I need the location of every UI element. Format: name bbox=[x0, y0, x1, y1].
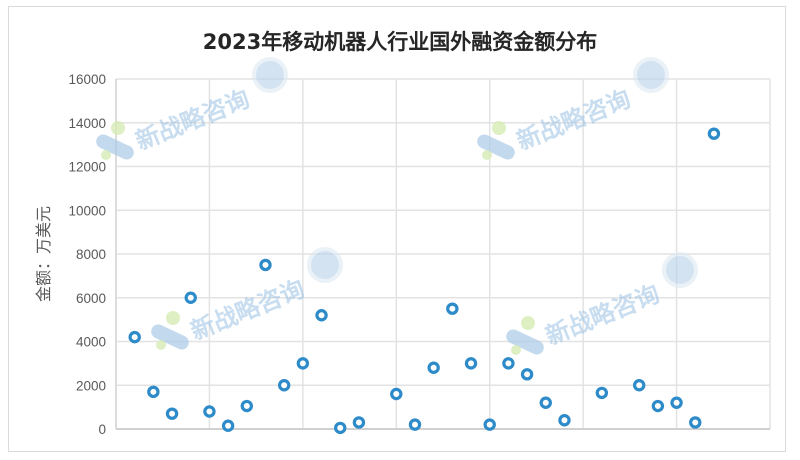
watermark-logo-icon bbox=[151, 324, 189, 350]
chart-title: 2023年移动机器人行业国外融资金额分布 bbox=[202, 30, 598, 54]
watermark-dot-icon bbox=[166, 311, 180, 325]
data-point bbox=[520, 368, 534, 381]
watermark-dot-icon bbox=[111, 121, 125, 135]
watermark-dot-icon bbox=[511, 345, 521, 355]
data-point bbox=[259, 258, 272, 272]
y-tick-label: 4000 bbox=[76, 335, 106, 350]
data-point bbox=[427, 361, 440, 374]
y-tick-label: 16000 bbox=[68, 72, 106, 87]
data-point bbox=[595, 386, 609, 400]
watermark-dot-icon bbox=[156, 340, 166, 350]
data-point bbox=[315, 309, 328, 322]
y-tick-label: 12000 bbox=[68, 160, 106, 175]
data-point bbox=[240, 399, 253, 413]
watermark-text: 新战略咨询 bbox=[187, 275, 309, 346]
watermark-logo-icon bbox=[477, 134, 515, 160]
data-point bbox=[203, 405, 216, 418]
y-tick-label: 6000 bbox=[76, 291, 106, 306]
watermark-text: 新战略咨询 bbox=[542, 280, 664, 351]
data-point bbox=[352, 416, 366, 429]
data-point bbox=[408, 418, 422, 431]
data-point bbox=[483, 418, 496, 431]
watermark-dot-icon bbox=[492, 121, 506, 135]
data-point bbox=[221, 419, 235, 432]
data-point bbox=[334, 421, 347, 435]
data-point bbox=[651, 399, 665, 413]
watermark-seal-icon bbox=[662, 252, 698, 288]
data-point bbox=[296, 357, 310, 370]
data-point bbox=[128, 330, 141, 344]
watermark-seal-icon bbox=[252, 57, 288, 93]
watermark-text: 新战略咨询 bbox=[132, 85, 254, 156]
watermark-dot-icon bbox=[521, 316, 535, 330]
y-tick-label: 8000 bbox=[76, 247, 106, 262]
watermark-seal-icon bbox=[633, 57, 669, 93]
watermark-dot-icon bbox=[482, 150, 492, 160]
watermark-dot-icon bbox=[101, 150, 111, 160]
watermark-logo-icon bbox=[96, 134, 134, 160]
y-tick-label: 14000 bbox=[68, 116, 106, 131]
watermark-logo-icon bbox=[506, 329, 544, 355]
y-tick-label: 2000 bbox=[76, 378, 106, 393]
data-point bbox=[147, 385, 160, 399]
data-point bbox=[184, 291, 197, 304]
data-point bbox=[502, 357, 515, 370]
data-point bbox=[539, 396, 552, 409]
data-point bbox=[165, 407, 179, 420]
watermark-text: 新战略咨询 bbox=[513, 85, 635, 156]
data-point bbox=[670, 396, 683, 409]
data-point bbox=[689, 416, 702, 429]
data-point bbox=[446, 302, 459, 315]
data-point bbox=[464, 357, 478, 370]
y-tick-label: 10000 bbox=[68, 203, 106, 218]
data-point bbox=[558, 414, 571, 427]
watermark-seal-icon bbox=[307, 247, 343, 283]
data-point bbox=[633, 379, 646, 392]
data-point bbox=[707, 127, 721, 140]
data-point bbox=[390, 387, 403, 401]
y-tick-label: 0 bbox=[98, 422, 106, 437]
data-point bbox=[277, 379, 291, 392]
